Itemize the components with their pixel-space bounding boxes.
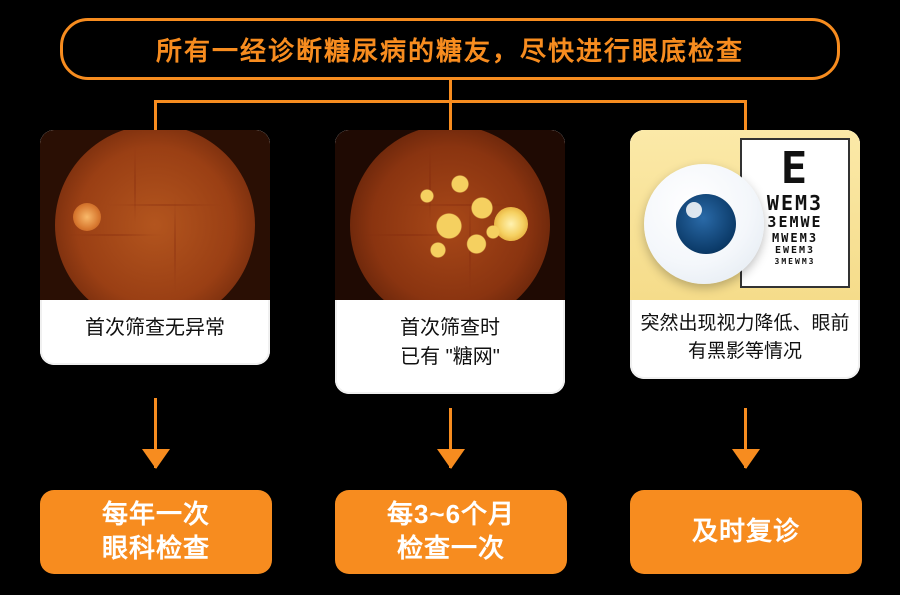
chart-row-4: EWEM3 — [775, 246, 815, 256]
header-box: 所有一经诊断糖尿病的糖友，尽快进行眼底检查 — [60, 18, 840, 80]
action-text-2: 每3~6个月 检查一次 — [387, 498, 515, 566]
header-text: 所有一经诊断糖尿病的糖友，尽快进行眼底检查 — [156, 31, 744, 68]
chart-row-2: 3EMWE — [767, 215, 822, 230]
connector-drop-1 — [154, 100, 157, 130]
connector-drop-center-top — [449, 80, 452, 100]
fundus-abnormal-icon — [350, 130, 550, 300]
action-box-1: 每年一次 眼科检查 — [40, 490, 272, 574]
arrow-2 — [449, 408, 452, 468]
action-box-3: 及时复诊 — [630, 490, 862, 574]
card-image-retinopathy — [335, 130, 565, 300]
chart-row-3: MWEM3 — [772, 232, 818, 244]
branch-card-retinopathy: 首次筛查时 已有 "糖网" — [335, 130, 565, 394]
connector-drop-2 — [449, 100, 452, 130]
chart-row-0: E — [781, 147, 810, 191]
branch-card-symptom: E WEM3 3EMWE MWEM3 EWEM3 3MEWM3 突然出现视力降低… — [630, 130, 860, 379]
card-image-symptom: E WEM3 3EMWE MWEM3 EWEM3 3MEWM3 — [630, 130, 860, 300]
arrow-3 — [744, 408, 747, 468]
action-text-1: 每年一次 眼科检查 — [102, 498, 210, 566]
chart-row-1: WEM3 — [767, 193, 823, 213]
eyeball-icon — [644, 164, 764, 284]
fundus-normal-icon — [55, 130, 255, 300]
chart-row-5: 3MEWM3 — [775, 258, 816, 266]
eye-chart-scene: E WEM3 3EMWE MWEM3 EWEM3 3MEWM3 — [630, 130, 860, 300]
action-text-3: 及时复诊 — [692, 515, 800, 549]
iris-icon — [676, 194, 736, 254]
card-image-normal — [40, 130, 270, 300]
branch-card-normal: 首次筛查无异常 — [40, 130, 270, 365]
action-box-2: 每3~6个月 检查一次 — [335, 490, 567, 574]
arrow-1 — [154, 398, 157, 468]
caption-retinopathy: 首次筛查时 已有 "糖网" — [335, 300, 565, 394]
connector-drop-3 — [744, 100, 747, 130]
caption-symptom: 突然出现视力降低、眼前有黑影等情况 — [630, 300, 860, 379]
caption-normal: 首次筛查无异常 — [40, 300, 270, 365]
